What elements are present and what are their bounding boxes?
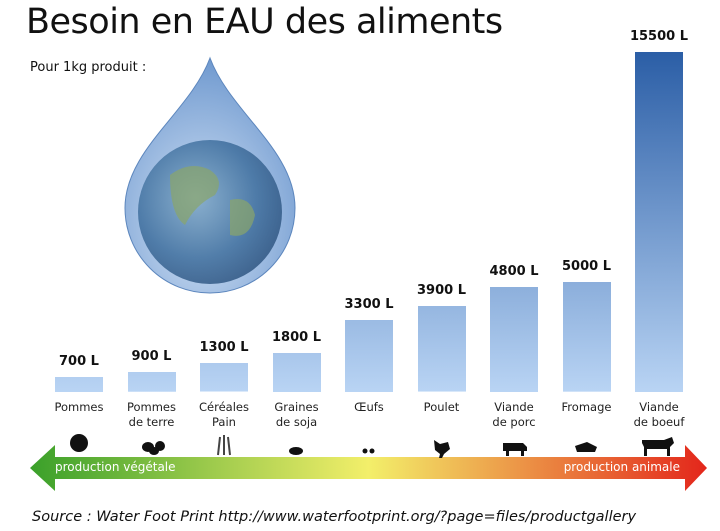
bar [200,363,248,392]
category-label: Poulet [423,400,460,414]
bar [345,319,393,392]
category-label: Œufs [354,400,384,414]
value-label: 3300 L [344,296,394,312]
chart-title: Besoin en EAU des aliments [26,2,503,42]
value-label: 15500 L [629,29,689,44]
value-label: 4800 L [489,263,539,279]
bar [490,286,538,392]
chart-subtitle: Pour 1kg produit : [30,60,147,75]
value-label: 700 L [59,353,99,369]
arrow-right-label: production animale [563,460,680,474]
bar [417,306,466,392]
category-label: Graines de soja [274,400,319,429]
source: Source : Water Foot Print http://www.wat… [32,509,637,525]
category-label: Fromage [561,400,612,414]
bar [272,352,321,392]
category-label: Viande de boeuf [633,400,685,429]
earth-land [170,166,255,236]
category-label: Pommes de terre [126,400,177,429]
value-label: 3900 L [417,283,466,299]
arrow-left-label: production végétale [55,460,176,474]
category-label: Pommes [54,400,104,414]
value-label: 1800 L [272,329,321,345]
icons [70,434,674,458]
category-label: Viande de porc [492,400,536,429]
bar [562,282,611,392]
category-label: Céréales Pain [199,400,249,429]
earth [138,140,282,284]
bar [635,52,683,392]
bar [127,372,176,392]
value-label: 1300 L [199,340,249,356]
bar [55,376,103,392]
value-label: 900 L [131,349,172,365]
arrow [30,445,707,491]
value-label: 5000 L [562,259,611,275]
